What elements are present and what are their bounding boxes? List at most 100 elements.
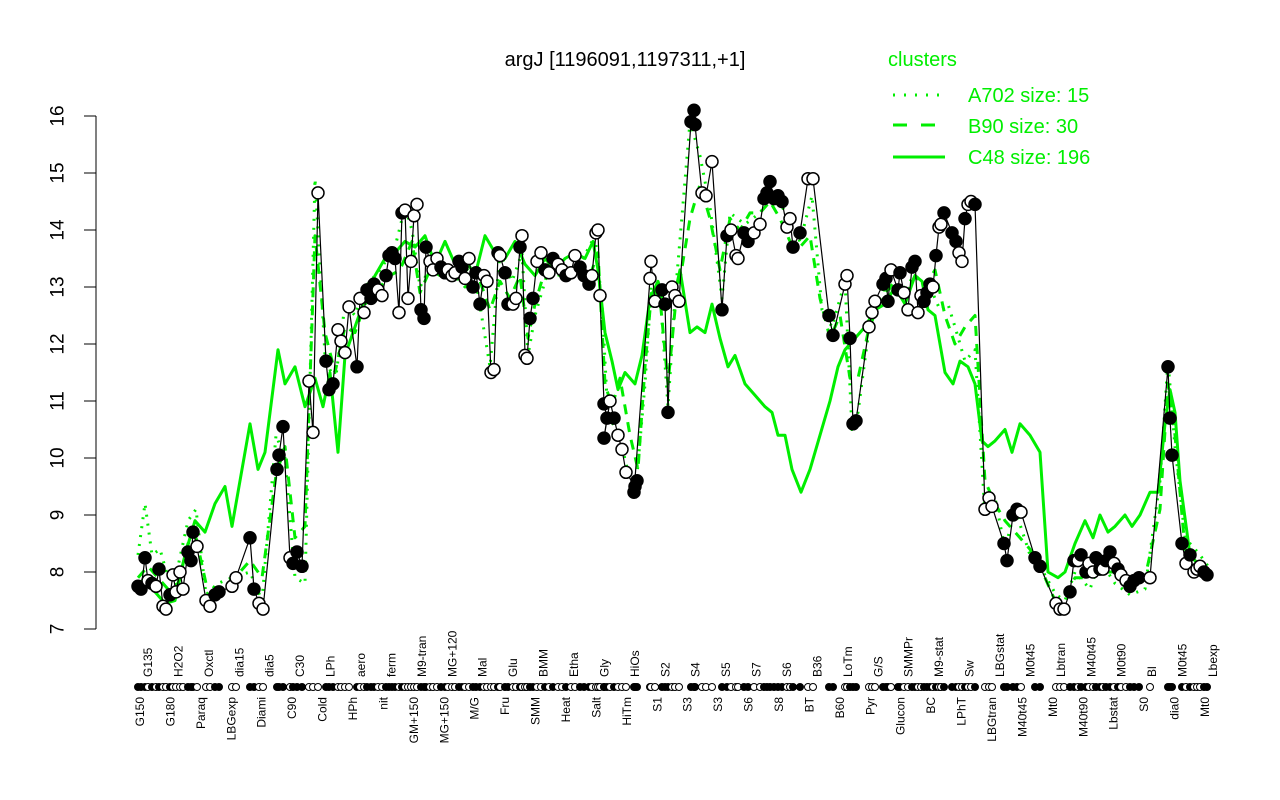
data-point [724,223,738,237]
data-point [822,308,836,323]
data-point [401,291,415,306]
x-category-label: M9-tran [415,636,429,677]
x-category-label: Sw [963,660,977,677]
x-category-label: C30 [293,655,307,677]
data-point [190,539,204,554]
legend-entry-a702: A702 size: 15 [968,85,1089,107]
rug-point [940,683,948,691]
y-tick-label: 9 [48,510,69,521]
data-point [786,240,800,254]
rug-point [708,683,716,691]
y-tick-label: 8 [48,567,69,578]
data-point [186,525,200,539]
data-point [350,360,364,374]
x-category-label: Diami [255,697,269,728]
x-category-label: Mt0 [1046,697,1060,717]
x-category-label: C90 [285,697,299,719]
x-category-label: LBGtran [985,697,999,742]
rug-point [829,683,837,691]
data-point [159,602,173,616]
data-point [1143,570,1157,585]
data-point [705,154,719,169]
data-point [826,328,840,343]
x-category-label: Mal [476,658,490,677]
rug-point [796,683,804,691]
y-tick-label: 15 [48,162,69,183]
x-category-label: LBGexp [224,697,238,741]
legend: clusters A702 size: 15 B90 size: 30 C48 … [888,49,1090,169]
data-point [1163,411,1177,425]
data-point [908,254,922,269]
data-point [1103,545,1117,559]
chart-title: argJ [1196091,1197311,+1] [505,49,746,71]
cluster-line-dashed [136,182,1209,602]
data-point [272,448,286,462]
data-point [1000,553,1014,568]
data-point [699,189,713,203]
data-point [203,599,217,613]
y-tick-label: 7 [48,624,69,635]
data-point [462,251,476,266]
data-point [152,562,166,576]
x-category-label: M0t45 [1176,643,1190,677]
data-point [1175,536,1189,551]
x-category-label: SMMPr [902,637,916,677]
data-point [687,103,701,118]
x-category-label: S8 [772,697,786,712]
x-category-label: nit [376,696,390,709]
data-point [881,294,895,309]
data-point [534,246,548,260]
data-point [331,323,345,337]
x-category-label: G135 [141,647,155,677]
data-point [392,305,406,320]
data-point [173,565,187,579]
rug-point [193,683,201,691]
x-category-label: S2 [658,662,672,677]
data-point [1033,559,1047,574]
x-category-label: Oxctl [202,650,216,677]
expression-line [137,110,1208,611]
rug-point [988,683,996,691]
x-category-label: B36 [810,655,824,677]
data-point [520,351,534,366]
x-category-label: LBGstat [993,633,1007,677]
cluster-lines [136,120,1210,605]
x-category-label: Lbexp [1206,644,1220,677]
data-point [184,553,198,568]
data-point [243,531,257,545]
x-category-label: Gly [597,659,611,677]
data-point [585,268,599,283]
data-point [955,254,969,269]
rug-point [279,683,287,691]
data-point [603,394,617,408]
data-point [611,428,625,442]
x-category-label: G180 [163,697,177,727]
data-point [934,217,948,232]
x-category-label: Glu [506,658,520,677]
data-point [593,288,607,303]
x-category-label: M40t90 [1076,697,1090,737]
rug-point [691,683,699,691]
data-point [311,186,325,200]
data-point [849,414,863,428]
x-category-label: BMM [537,649,551,677]
x-category-label: HiOs [628,650,642,677]
legend-entry-c48: C48 size: 196 [968,147,1090,169]
x-category-label: LoTm [841,646,855,677]
data-point [619,465,633,480]
x-category-label: M40t45 [1084,637,1098,677]
rug-point [232,683,240,691]
data-point [138,551,152,565]
data-point [270,462,284,477]
data-point [688,117,702,132]
data-point [134,582,148,596]
data-point [487,362,501,377]
data-point [417,311,431,326]
rug-point [675,683,683,691]
data-point [1063,585,1077,599]
data-point [498,266,512,280]
x-category-label: M0t90 [1115,643,1129,677]
rug-point [1017,683,1025,691]
x-category-label: Glucon [894,697,908,735]
x-category-label: aero [354,653,368,677]
